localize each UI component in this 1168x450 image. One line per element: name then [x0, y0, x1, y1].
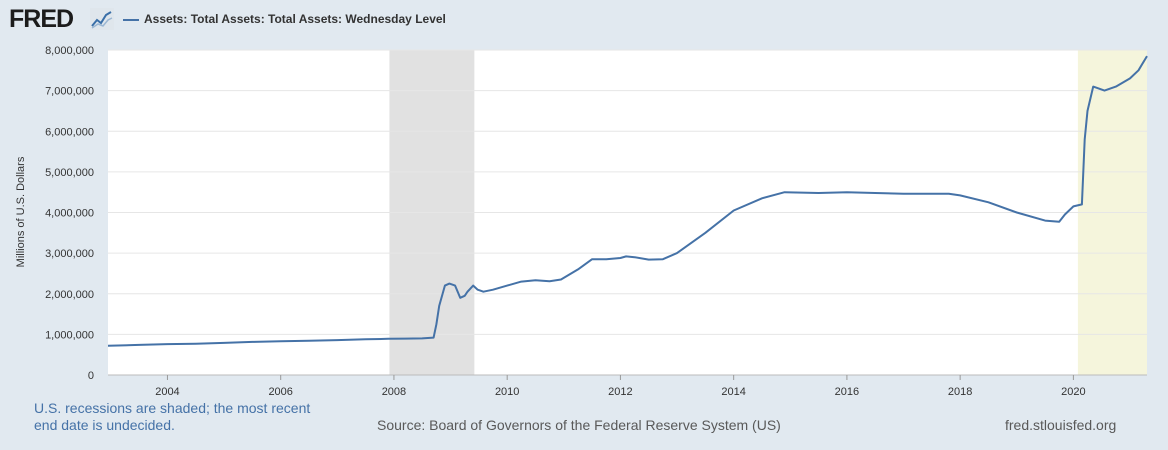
y-axis: 0 1,000,000 2,000,000 3,000,000 4,000,000 5,0…: [45, 45, 94, 382]
x-tick-label-2: 2008: [382, 386, 406, 398]
y-tick-label-7: 7,000,000: [45, 86, 94, 98]
fred-url-link[interactable]: fred.stlouisfed.org: [1005, 417, 1117, 433]
chart-header: FRED Assets: Total Assets: Total Assets:…: [0, 0, 1168, 40]
y-tick-label-0: 0: [88, 370, 94, 382]
x-tick-label-1: 2006: [268, 386, 292, 398]
y-tick-label-2: 2,000,000: [45, 289, 94, 301]
y-tick-label-5: 5,000,000: [45, 167, 94, 179]
x-tick-label-3: 2010: [495, 386, 519, 398]
y-tick-label-8: 8,000,000: [45, 45, 94, 57]
legend-label: Assets: Total Assets: Total Assets: Wedn…: [144, 12, 446, 26]
y-axis-label: Millions of U.S. Dollars: [15, 156, 27, 267]
line-chart-icon: [90, 8, 114, 30]
recession-note: U.S. recessions are shaded; the most rec…: [34, 400, 311, 433]
fred-logo[interactable]: FRED: [9, 5, 74, 33]
x-tick-label-7: 2018: [948, 386, 972, 398]
source-text: Source: Board of Governors of the Federa…: [377, 417, 781, 433]
x-tick-label-6: 2016: [835, 386, 859, 398]
x-tick-label-4: 2012: [608, 386, 632, 398]
y-tick-label-4: 4,000,000: [45, 208, 94, 220]
chart-svg[interactable]: 0 1,000,000 2,000,000 3,000,000 4,000,000 5,0…: [0, 40, 1168, 400]
y-tick-label-3: 3,000,000: [45, 248, 94, 260]
x-tick-label-5: 2014: [721, 386, 745, 398]
y-tick-label-6: 6,000,000: [45, 126, 94, 138]
series-line-0[interactable]: [107, 55, 1148, 347]
x-tick-label-0: 2004: [155, 386, 179, 398]
series-layer: [107, 55, 1148, 347]
y-tick-label-1: 1,000,000: [45, 329, 94, 341]
x-axis: 2004 2006 2008 2010 2012 2014 2016 2018 2020: [155, 375, 1086, 398]
x-tick-label-8: 2020: [1061, 386, 1085, 398]
legend-swatch: [123, 19, 139, 21]
